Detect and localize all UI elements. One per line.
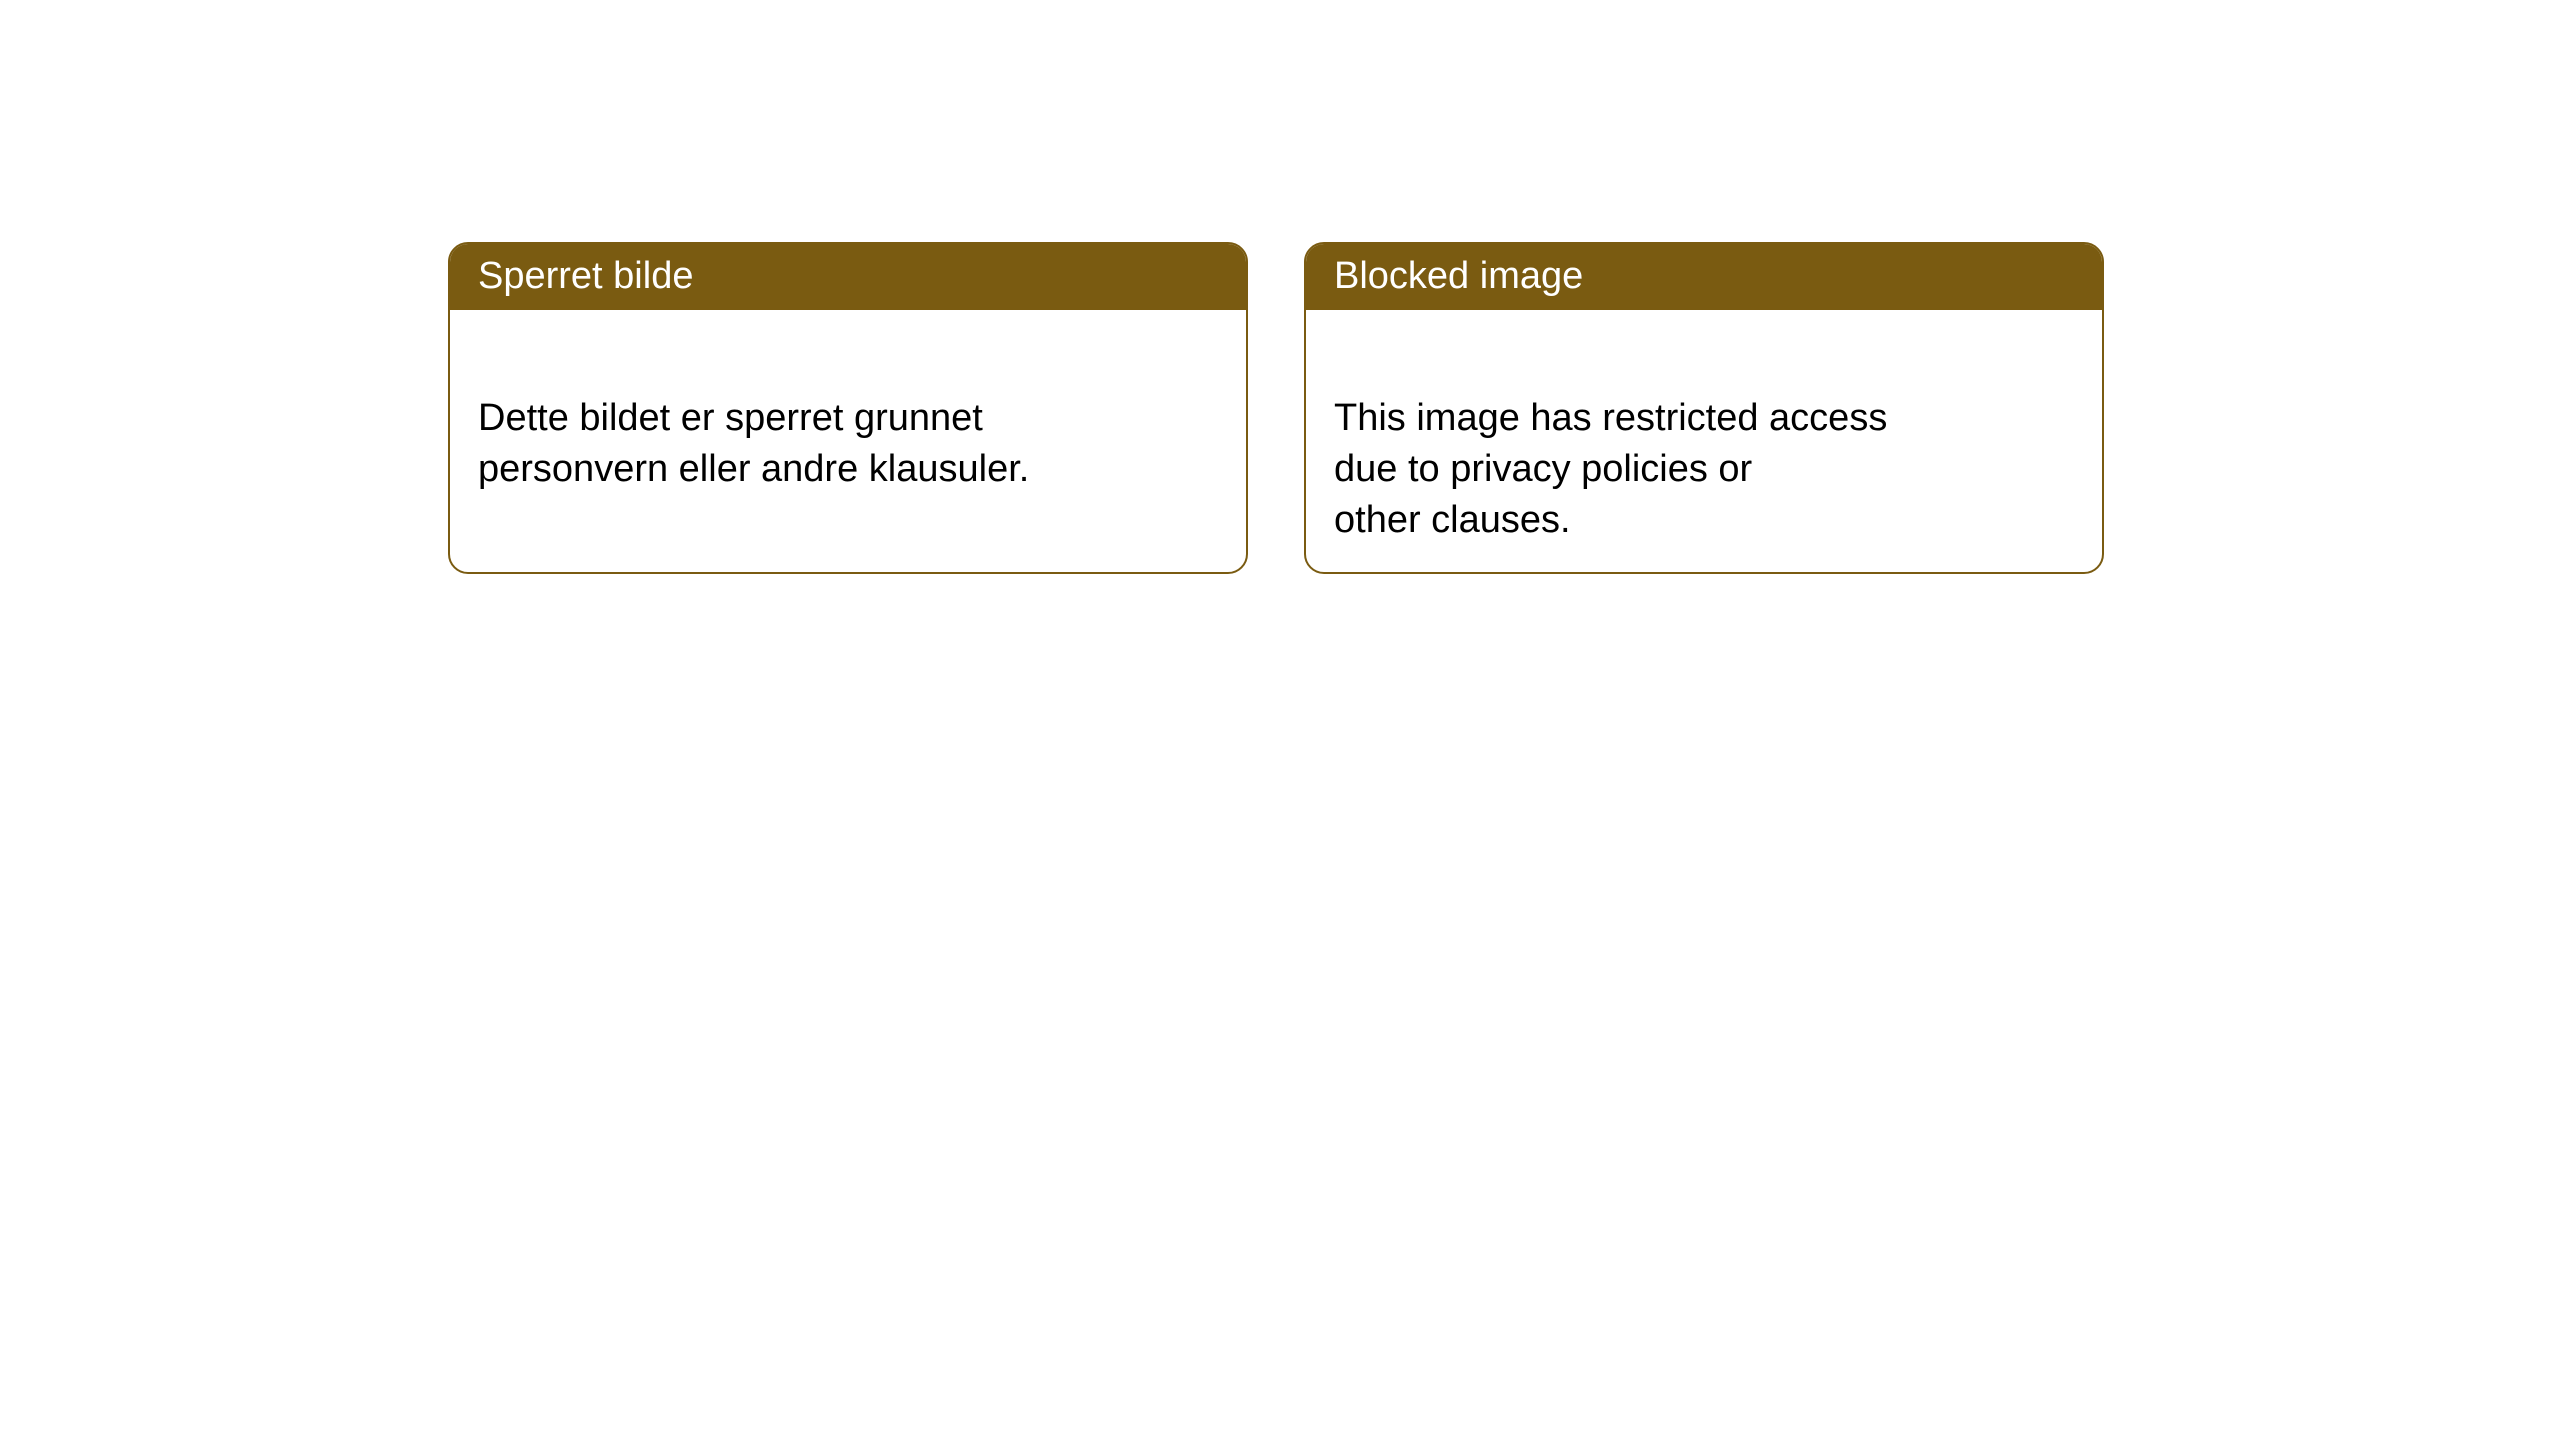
card-body: Dette bildet er sperret grunnet personve…: [450, 310, 1246, 528]
card-header: Blocked image: [1306, 244, 2102, 310]
blocked-image-card-no: Sperret bilde Dette bildet er sperret gr…: [448, 242, 1248, 574]
card-body: This image has restricted access due to …: [1306, 310, 2102, 574]
card-title: Blocked image: [1334, 255, 1583, 297]
notice-cards-container: Sperret bilde Dette bildet er sperret gr…: [0, 0, 2560, 574]
blocked-image-card-en: Blocked image This image has restricted …: [1304, 242, 2104, 574]
card-body-text: Dette bildet er sperret grunnet personve…: [478, 397, 1029, 490]
card-title: Sperret bilde: [478, 255, 693, 297]
card-header: Sperret bilde: [450, 244, 1246, 310]
card-body-text: This image has restricted access due to …: [1334, 397, 1887, 542]
